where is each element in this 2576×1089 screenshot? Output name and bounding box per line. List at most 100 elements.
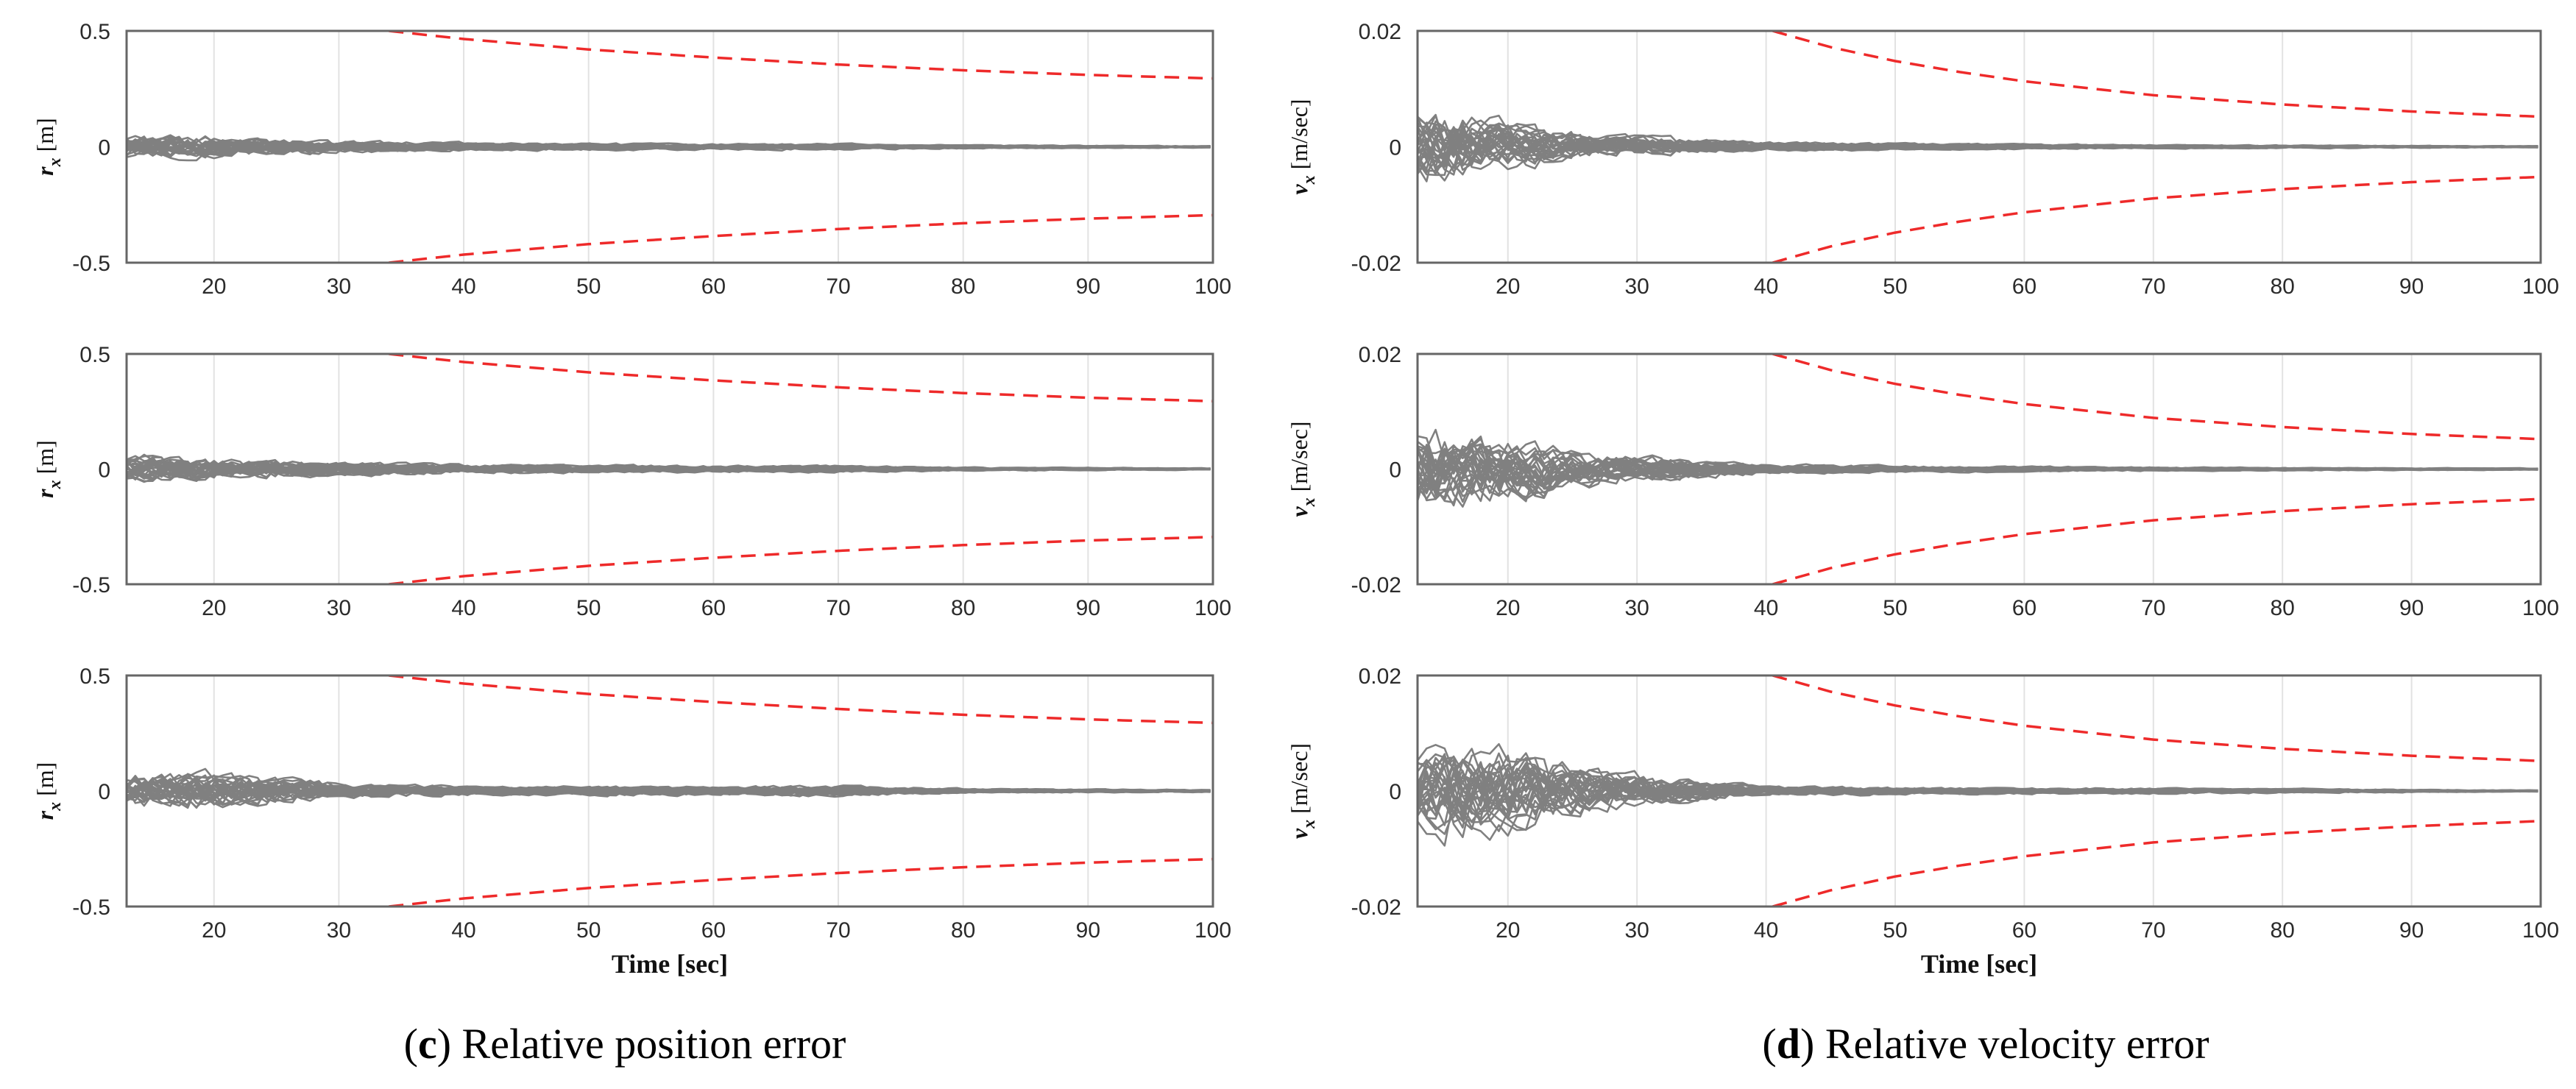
y-tick-label: -0.5 [72, 252, 110, 276]
upper-bound-line [389, 354, 1213, 402]
y-axis-label-sub: x [46, 480, 65, 489]
x-tick-label: 20 [1496, 918, 1520, 943]
monte-carlo-run [1418, 450, 2538, 497]
y-tick-label: -0.02 [1351, 573, 1401, 597]
x-tick-label: 70 [2141, 274, 2165, 299]
y-tick-label: 0 [98, 780, 110, 804]
chart-d2: 20 30 40 50 60 70 80 90 100 -0.02 0 0.02 vx [m/sec] [1286, 343, 2559, 620]
upper-bound-line [1772, 354, 2541, 441]
plot-area [1418, 675, 2541, 907]
y-tick-label: 0 [1389, 458, 1401, 483]
y-axis-label-var: v [1286, 506, 1312, 517]
x-tick-label: 40 [451, 918, 475, 943]
x-tick-label: 40 [1754, 274, 1778, 299]
caption-right: (d) Relative velocity error [1762, 1020, 2209, 1068]
y-axis-label-unit: [m] [32, 440, 58, 474]
monte-carlo-run [127, 136, 1211, 155]
x-tick-label: 30 [1624, 274, 1649, 299]
y-axis-label-var: r [32, 166, 58, 176]
y-axis-label-var: r [32, 810, 58, 820]
x-tick-label: 80 [951, 918, 975, 943]
y-tick-label: 0.02 [1359, 343, 1401, 367]
chart-d3: 20 30 40 50 60 70 80 90 100 -0.02 0 0.02 vx [m/sec] Ti… [1286, 664, 2559, 979]
monte-carlo-runs [1418, 113, 2538, 182]
x-tick-label: 30 [1624, 596, 1649, 620]
monte-carlo-run [1418, 753, 2538, 832]
x-tick-label: 90 [2399, 918, 2424, 943]
caption-left-letter: c [418, 1020, 437, 1068]
lower-bound-line [389, 857, 1213, 907]
x-tick-label: 20 [1496, 274, 1520, 299]
plot-area [127, 354, 1213, 584]
y-axis-label: rx [m] [32, 118, 65, 176]
monte-carlo-run [1418, 130, 2538, 163]
y-axis-label-unit: [m] [32, 118, 58, 152]
x-tick-label: 100 [2522, 274, 2559, 299]
y-tick-label: 0 [98, 136, 110, 160]
x-tick-label: 90 [1076, 596, 1100, 620]
monte-carlo-runs [127, 767, 1211, 809]
x-tick-label: 60 [2012, 596, 2037, 620]
x-axis-label: Time [sec] [612, 949, 728, 979]
x-tick-label: 80 [2271, 918, 2295, 943]
x-tick-label: 60 [701, 596, 726, 620]
x-tick-label: 90 [1076, 274, 1100, 299]
axes-frame [125, 352, 1214, 586]
y-axis-label: vx [m/sec] [1286, 421, 1319, 517]
axes-frame [125, 29, 1214, 264]
x-tick-label: 30 [327, 596, 351, 620]
upper-bound-line [1772, 31, 2541, 118]
upper-bound-line [389, 675, 1213, 725]
x-tick-label: 80 [951, 596, 975, 620]
caption-right-open: ( [1762, 1020, 1776, 1068]
y-tick-label: 0.5 [79, 664, 110, 689]
x-tick-label: 60 [701, 274, 726, 299]
x-tick-label: 50 [576, 918, 601, 943]
y-tick-label: 0.02 [1359, 664, 1401, 689]
x-tick-label: 100 [1195, 274, 1231, 299]
y-tick-label: 0 [98, 458, 110, 483]
monte-carlo-run [1418, 446, 2538, 503]
y-axis-label: vx [m/sec] [1286, 743, 1319, 839]
y-tick-label: -0.02 [1351, 895, 1401, 920]
x-tick-label: 60 [2012, 918, 2037, 943]
x-tick-label: 90 [2399, 596, 2424, 620]
monte-carlo-run [127, 459, 1211, 480]
y-tick-label: 0.02 [1359, 20, 1401, 44]
chart-c3: 20 30 40 50 60 70 80 90 100 -0.5 0 0.5 rx [m] Time [se… [32, 664, 1231, 979]
axes-frame [125, 674, 1214, 908]
y-axis-label-sub: x [46, 157, 65, 167]
x-tick-label: 90 [1076, 918, 1100, 943]
x-tick-label: 20 [202, 918, 226, 943]
y-axis-label-unit: [m/sec] [1286, 421, 1312, 492]
y-tick-label: -0.5 [72, 895, 110, 920]
x-tick-label: 80 [951, 274, 975, 299]
x-tick-label: 70 [826, 274, 850, 299]
y-axis-label-sub: x [1300, 820, 1319, 829]
x-tick-label: 70 [826, 596, 850, 620]
monte-carlo-run [127, 775, 1211, 807]
chart-d1: 20 30 40 50 60 70 80 90 100 -0.02 0 0.02 vx [m/sec] [1286, 20, 2559, 299]
y-tick-label: 0 [1389, 780, 1401, 804]
x-tick-label: 40 [451, 274, 475, 299]
x-tick-label: 50 [576, 274, 601, 299]
monte-carlo-runs [1418, 742, 2538, 847]
y-axis-label-unit: [m/sec] [1286, 99, 1312, 169]
x-tick-label: 80 [2271, 274, 2295, 299]
y-tick-label: -0.5 [72, 573, 110, 597]
x-tick-label: 40 [451, 596, 475, 620]
plot-area [127, 675, 1213, 907]
x-tick-label: 70 [826, 918, 850, 943]
x-tick-label: 100 [1195, 596, 1231, 620]
x-tick-label: 60 [2012, 274, 2037, 299]
caption-left: (c) Relative position error [404, 1020, 846, 1068]
x-tick-label: 100 [2522, 918, 2559, 943]
x-tick-label: 100 [1195, 918, 1231, 943]
upper-bound-line [389, 31, 1213, 80]
lower-bound-line [389, 536, 1213, 584]
y-axis-label-sub: x [46, 802, 65, 812]
y-axis-label-unit: [m] [32, 762, 58, 796]
y-tick-label: 0.5 [79, 343, 110, 367]
caption-left-close: ) [437, 1020, 451, 1068]
